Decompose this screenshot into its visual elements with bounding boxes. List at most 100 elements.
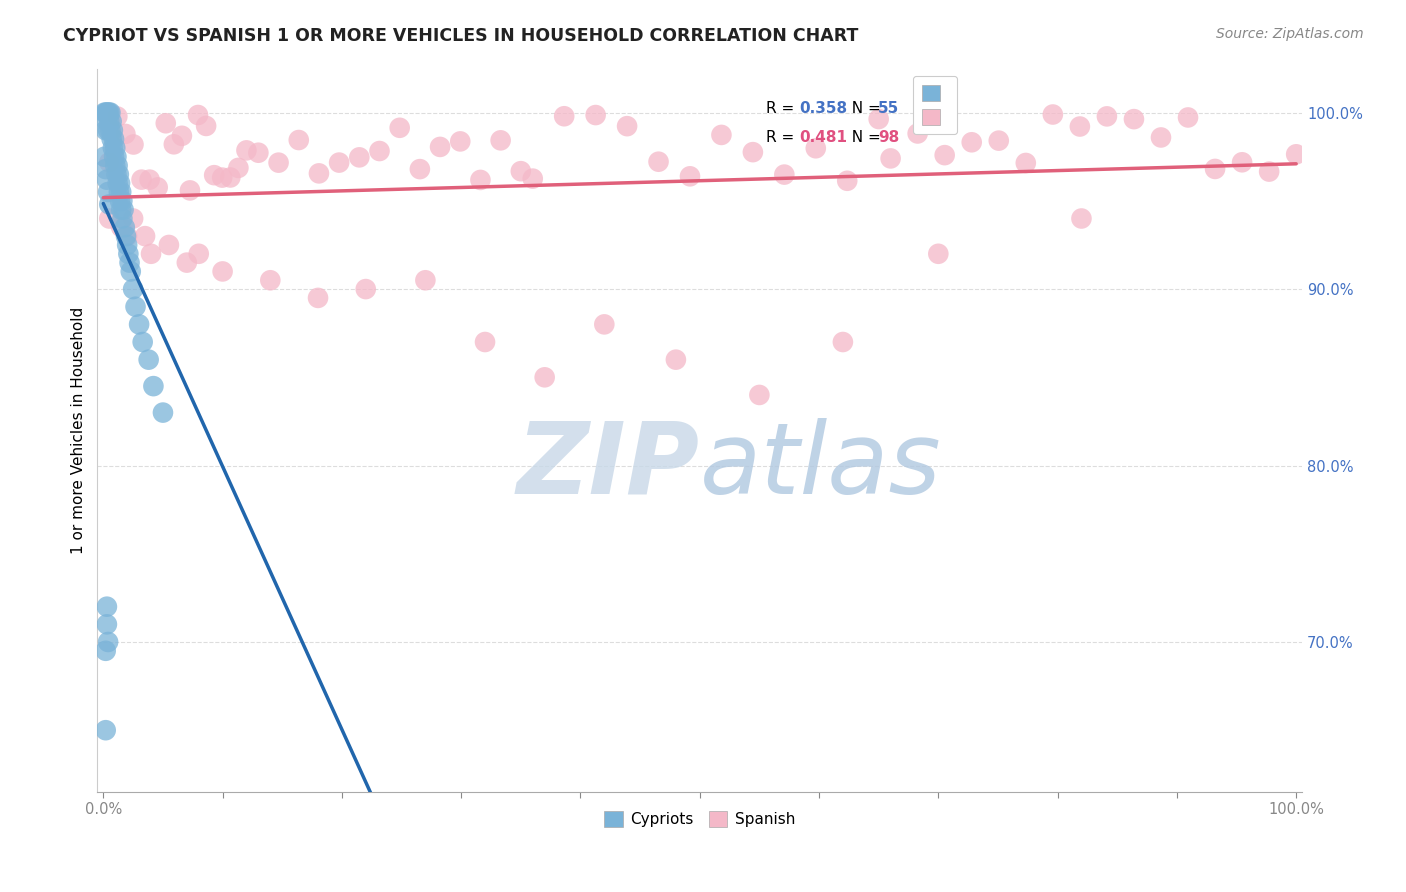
Point [1230,155,1253,169]
Point [104,159,127,173]
Point [960,135,983,149]
Y-axis label: 1 or more Vehicles in Household: 1 or more Vehicles in Household [72,307,86,554]
Point [108,194,131,208]
Point [211,170,233,185]
Point [97,185,120,199]
Point [247,145,270,160]
Point [616,119,638,133]
Point [111,211,134,226]
Point [368,144,391,158]
Point [97,123,120,137]
Point [328,155,350,169]
Point [96,114,118,128]
Point [1258,164,1281,178]
Point [934,148,956,162]
Point [927,247,949,261]
Point [107,159,129,173]
Point [170,128,193,143]
Point [837,174,859,188]
Point [100,114,122,128]
Text: N =: N = [842,101,886,116]
Point [103,132,125,146]
Text: 55: 55 [879,101,900,116]
Point [108,176,131,190]
Point [93,105,115,120]
Point [142,379,165,393]
Point [122,211,145,226]
Point [115,229,138,244]
Point [409,162,432,177]
Point [96,599,118,614]
Point [987,134,1010,148]
Point [94,644,117,658]
Point [259,273,281,287]
Point [533,370,555,384]
Point [187,247,209,261]
Point [831,334,853,349]
Point [804,141,827,155]
Point [155,116,177,130]
Text: 0.358: 0.358 [800,101,848,116]
Point [187,108,209,122]
Point [110,202,132,217]
Point [907,127,929,141]
Point [105,168,128,182]
Point [349,150,371,164]
Point [287,133,309,147]
Point [98,197,121,211]
Point [179,183,201,197]
Point [108,168,131,182]
Point [138,352,160,367]
Point [139,247,162,261]
Point [474,334,496,349]
Point [101,123,124,137]
Point [388,120,411,135]
Point [470,173,492,187]
Text: 0.481: 0.481 [800,129,848,145]
Point [235,144,257,158]
Point [157,238,180,252]
Point [96,172,118,186]
Point [202,168,225,182]
Point [100,132,122,146]
Point [110,185,132,199]
Text: Source: ZipAtlas.com: Source: ZipAtlas.com [1216,27,1364,41]
Text: 98: 98 [879,129,900,145]
Point [354,282,377,296]
Point [101,141,124,155]
Legend: Cypriots, Spanish: Cypriots, Spanish [596,804,803,835]
Point [115,229,138,244]
Point [228,161,250,175]
Point [98,114,121,128]
Point [522,171,544,186]
Point [267,155,290,169]
Text: N =: N = [842,129,886,145]
Point [211,264,233,278]
Point [308,166,330,180]
Point [773,168,796,182]
Point [97,105,120,120]
Point [868,112,890,126]
Point [94,162,117,177]
Point [97,635,120,649]
Point [105,150,128,164]
Point [114,127,136,141]
Point [429,140,451,154]
Point [103,150,125,164]
Point [114,220,136,235]
Point [131,334,153,349]
Point [122,137,145,152]
Point [118,255,141,269]
Text: R =: R = [766,101,799,116]
Point [128,318,150,332]
Point [593,318,616,332]
Point [1095,109,1118,123]
Point [110,220,132,235]
Point [176,255,198,269]
Point [146,180,169,194]
Point [117,247,139,261]
Point [108,185,131,199]
Point [1204,161,1226,176]
Point [100,123,122,137]
Point [93,150,115,164]
